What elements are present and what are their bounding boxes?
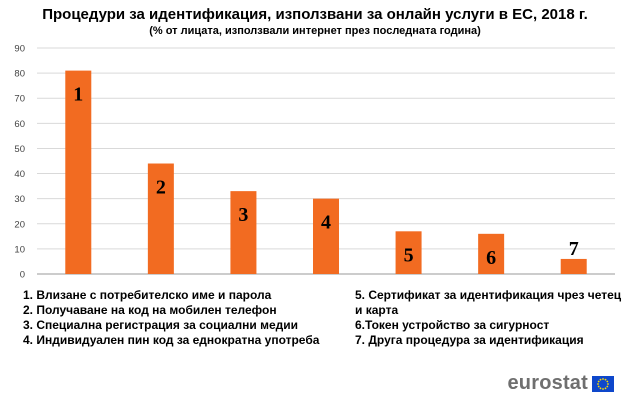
legend-item-4: 4. Индивидуален пин код за еднократна уп…: [23, 333, 320, 347]
bar: [313, 198, 339, 274]
flag-star: [604, 386, 607, 389]
flag-star: [599, 378, 602, 381]
flag-star: [607, 382, 609, 385]
bar: [65, 70, 92, 274]
y-tick-label: 90: [14, 44, 25, 55]
y-tick-label: 20: [14, 219, 25, 230]
y-tick-label: 50: [14, 144, 25, 155]
y-tick-label: 40: [14, 169, 25, 180]
legend-left: 1. Влизане с потребителско име и парола …: [23, 288, 348, 348]
category-label: 1: [73, 84, 83, 106]
flag-star: [606, 380, 609, 382]
legend-item-3: 3. Специална регистрация за социални мед…: [23, 318, 299, 332]
legend-item-1: 1. Влизане с потребителско име и парола: [23, 288, 272, 302]
flag-star: [606, 385, 609, 387]
y-tick-label: 60: [14, 119, 25, 130]
flag-star: [602, 387, 604, 390]
bar: [560, 258, 587, 274]
logo-text: eurostat: [507, 372, 588, 394]
flag-star: [604, 378, 607, 381]
bar: [478, 233, 505, 274]
bar: [147, 163, 174, 274]
y-tick-label: 80: [14, 69, 25, 80]
legend-item-2: 2. Получаване на код на мобилен телефон: [23, 303, 277, 317]
chart-subtitle: (% от лицата, използвали интернет през п…: [149, 25, 481, 37]
flag-star: [597, 385, 600, 387]
legend-right: 5. Сертификат за идентификация чрез чете…: [355, 288, 625, 348]
category-label: 7: [569, 238, 579, 260]
legend-item-7: 7. Друга процедура за идентификация: [355, 333, 584, 347]
flag-star: [602, 377, 604, 380]
bar: [230, 191, 257, 274]
bar: [395, 231, 422, 274]
category-label: 4: [321, 212, 331, 234]
category-label: 6: [486, 247, 496, 269]
y-tick-label: 70: [14, 94, 25, 105]
category-label: 2: [156, 177, 166, 199]
y-tick-label: 10: [14, 244, 25, 255]
chart-title: Процедури за идентификация, използвани з…: [42, 6, 588, 23]
legend-item-5: 5. Сертификат за идентификация чрез чете…: [355, 288, 622, 317]
flag-star: [597, 380, 600, 382]
category-label: 5: [404, 244, 414, 266]
legend-item-6: 6.Токен устройство за сигурност: [355, 318, 550, 332]
y-tick-label: 0: [20, 270, 25, 281]
flag-star: [597, 382, 599, 385]
y-tick-label: 30: [14, 194, 25, 205]
eu-flag-icon: [592, 375, 614, 392]
category-label: 3: [238, 204, 248, 226]
flag-star: [599, 386, 602, 389]
eurostat-logo: eurostat: [507, 372, 614, 395]
